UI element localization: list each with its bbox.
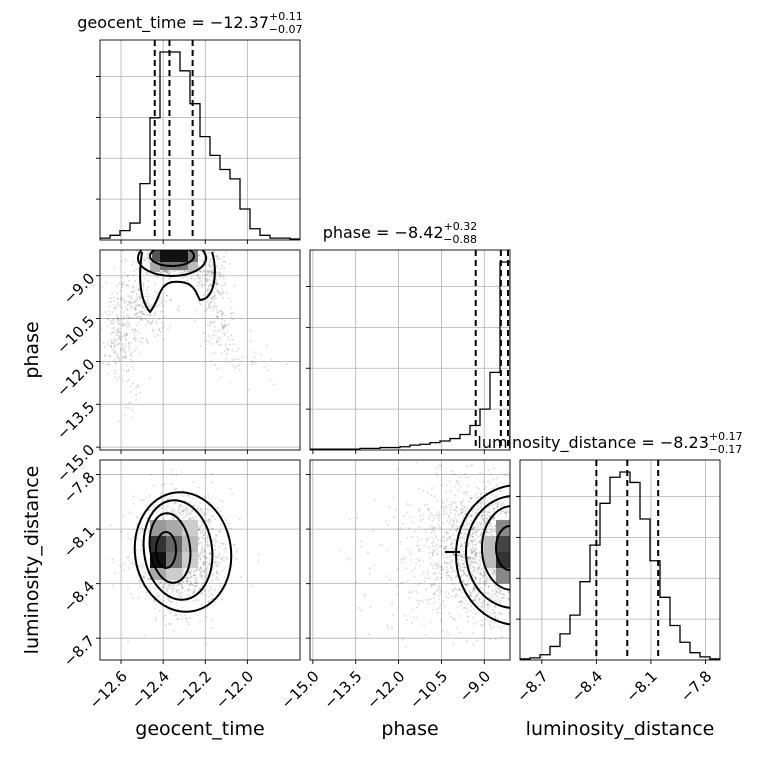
panel-frame [99, 459, 301, 661]
histogram-geocent_time [100, 51, 300, 240]
y-tick-label-luminosity_distance: −8.7 [60, 632, 98, 670]
x-axis-label-phase: phase [381, 718, 438, 740]
panel-frame [99, 39, 301, 241]
hist-panel-luminosity_distance: luminosity_distance = −8.23+0.17 −0.17 [477, 430, 743, 664]
panel-frame [309, 459, 511, 661]
histogram-luminosity_distance [520, 471, 720, 660]
x-tick-label-luminosity_distance: −7.8 [677, 667, 715, 705]
contour [155, 531, 177, 569]
contour [142, 499, 214, 601]
x-tick-label-luminosity_distance: −8.1 [622, 667, 660, 705]
y-tick-label-phase: −12.0 [53, 355, 98, 400]
x-tick-label-geocent_time: −12.4 [128, 667, 173, 712]
y-tick-label-phase: −10.5 [53, 312, 98, 357]
y-axis-label-luminosity_distance: luminosity_distance [21, 466, 43, 655]
contour [465, 495, 510, 609]
x-tick-label-luminosity_distance: −8.4 [568, 667, 606, 705]
x-tick-label-geocent_time: −12.2 [170, 667, 215, 712]
panel-geocent_time-vs-phase [96, 249, 301, 454]
hist-panel-geocent_time: geocent_time = −12.37+0.11 −0.07 [77, 10, 303, 244]
x-tick-label-geocent_time: −12.6 [86, 667, 131, 712]
x-tick-label-phase: −15.0 [278, 667, 323, 712]
contour [495, 525, 510, 571]
contour [148, 512, 192, 584]
x-tick-label-phase: −12.0 [363, 667, 408, 712]
histogram-phase [310, 261, 510, 450]
y-tick-label-phase: −9.0 [60, 269, 98, 307]
title-phase: phase = −8.42+0.32 −0.88 [323, 220, 478, 246]
title-geocent_time: geocent_time = −12.37+0.11 −0.07 [77, 10, 303, 36]
x-axis-label-geocent_time: geocent_time [135, 718, 264, 740]
x-axis-label-luminosity_distance: luminosity_distance [526, 718, 715, 740]
panel-frame [99, 249, 301, 451]
contour [137, 250, 207, 277]
y-tick-label-phase: −13.5 [53, 398, 98, 443]
panel-frame [519, 459, 721, 661]
contour [455, 484, 510, 626]
title-luminosity_distance: luminosity_distance = −8.23+0.17 −0.17 [477, 430, 742, 456]
x-tick-label-phase: −13.5 [320, 667, 365, 712]
contour [139, 251, 216, 314]
y-axis-label-phase: phase [21, 321, 43, 378]
contour [133, 491, 233, 613]
y-tick-label-luminosity_distance: −8.1 [60, 523, 98, 561]
x-tick-label-luminosity_distance: −8.7 [513, 667, 551, 705]
y-tick-label-luminosity_distance: −8.4 [60, 577, 98, 615]
x-tick-label-phase: −10.5 [406, 667, 451, 712]
panel-geocent_time-vs-luminosity_distance [96, 459, 301, 664]
contour [481, 505, 510, 591]
contour [149, 250, 195, 267]
x-tick-label-geocent_time: −12.0 [212, 667, 257, 712]
panel-phase-vs-luminosity_distance [306, 459, 511, 664]
hist-panel-phase: phase = −8.42+0.32 −0.88 [306, 220, 511, 454]
panel-frame [309, 249, 511, 451]
x-tick-label-phase: −9.0 [456, 667, 494, 705]
